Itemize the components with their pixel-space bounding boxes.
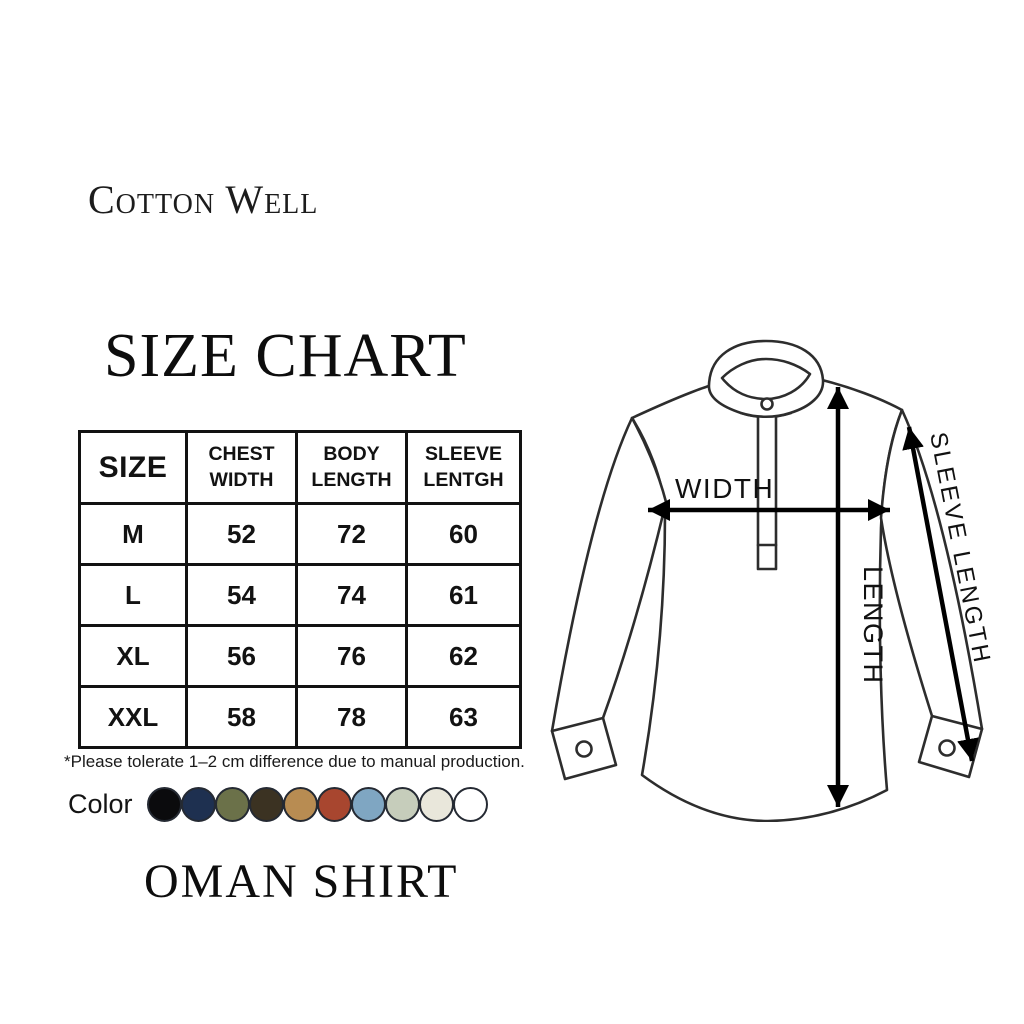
table-header-chest-width: CHEST WIDTH bbox=[185, 430, 298, 505]
sleeve-length-arrow bbox=[902, 426, 979, 762]
product-name: OMAN SHIRT bbox=[144, 855, 459, 908]
color-swatch-sage bbox=[384, 786, 420, 822]
left-cuff-line bbox=[550, 716, 605, 733]
header-label: LENGTH bbox=[311, 468, 392, 491]
table-header-row: SIZE CHEST WIDTH BODY LENGTH SLEEVE LENTGH bbox=[78, 430, 522, 505]
page-title: SIZE CHART bbox=[104, 322, 467, 390]
brand-logo: Cotton Well bbox=[88, 177, 319, 222]
color-swatch-camel bbox=[282, 786, 318, 822]
shirt-collar-inner bbox=[720, 357, 812, 401]
table-cell: 52 bbox=[185, 502, 298, 566]
table-row: M 52 72 60 bbox=[78, 502, 522, 566]
table-cell-size: XXL bbox=[78, 685, 188, 749]
table-cell: 54 bbox=[185, 563, 298, 627]
table-cell: 72 bbox=[295, 502, 408, 566]
size-table: SIZE CHEST WIDTH BODY LENGTH SLEEVE LENTGH … bbox=[78, 430, 522, 749]
header-label: BODY bbox=[323, 442, 380, 465]
table-header-sleeve-length: SLEEVE LENTGH bbox=[405, 430, 522, 505]
table-row: XL 56 76 62 bbox=[78, 624, 522, 688]
header-label: WIDTH bbox=[209, 468, 274, 491]
color-swatch-ivory bbox=[418, 786, 454, 822]
color-swatch-olive bbox=[214, 786, 250, 822]
table-cell-size: M bbox=[78, 502, 188, 566]
color-swatch-list bbox=[146, 786, 488, 822]
color-swatch-black bbox=[146, 786, 182, 822]
table-header-size: SIZE bbox=[78, 430, 188, 505]
shirt-placket bbox=[756, 414, 778, 571]
color-swatch-steel-blue bbox=[350, 786, 386, 822]
header-label: LENTGH bbox=[423, 468, 504, 491]
table-cell: 58 bbox=[185, 685, 298, 749]
color-swatch-dark-brown bbox=[248, 786, 284, 822]
table-row: L 54 74 61 bbox=[78, 563, 522, 627]
table-row: XXL 58 78 63 bbox=[78, 685, 522, 749]
table-cell: 62 bbox=[405, 624, 522, 688]
color-options: Color bbox=[68, 784, 488, 824]
table-cell: 74 bbox=[295, 563, 408, 627]
table-header-body-length: BODY LENGTH bbox=[295, 430, 408, 505]
shirt-measurement-diagram: WIDTH LENGTH SLEEVE LENGTH bbox=[550, 339, 996, 822]
width-arrow-label: WIDTH bbox=[675, 473, 774, 504]
length-arrow-label: LENGTH bbox=[858, 566, 888, 685]
table-cell: 63 bbox=[405, 685, 522, 749]
header-label: SLEEVE bbox=[425, 442, 502, 465]
color-label: Color bbox=[68, 788, 133, 819]
color-swatch-navy bbox=[180, 786, 216, 822]
shirt-left-sleeve bbox=[550, 416, 668, 781]
table-cell: 61 bbox=[405, 563, 522, 627]
table-cell: 76 bbox=[295, 624, 408, 688]
right-cuff-button bbox=[938, 739, 956, 757]
header-label: SIZE bbox=[98, 450, 168, 484]
color-swatch-white bbox=[452, 786, 488, 822]
color-swatch-rust bbox=[316, 786, 352, 822]
left-cuff-button bbox=[575, 740, 593, 758]
table-cell-size: XL bbox=[78, 624, 188, 688]
header-label: CHEST bbox=[208, 442, 275, 465]
table-cell-size: L bbox=[78, 563, 188, 627]
collar-button bbox=[760, 397, 774, 411]
tolerance-note: *Please tolerate 1–2 cm difference due t… bbox=[64, 752, 525, 771]
table-cell: 56 bbox=[185, 624, 298, 688]
table-cell: 78 bbox=[295, 685, 408, 749]
table-cell: 60 bbox=[405, 502, 522, 566]
